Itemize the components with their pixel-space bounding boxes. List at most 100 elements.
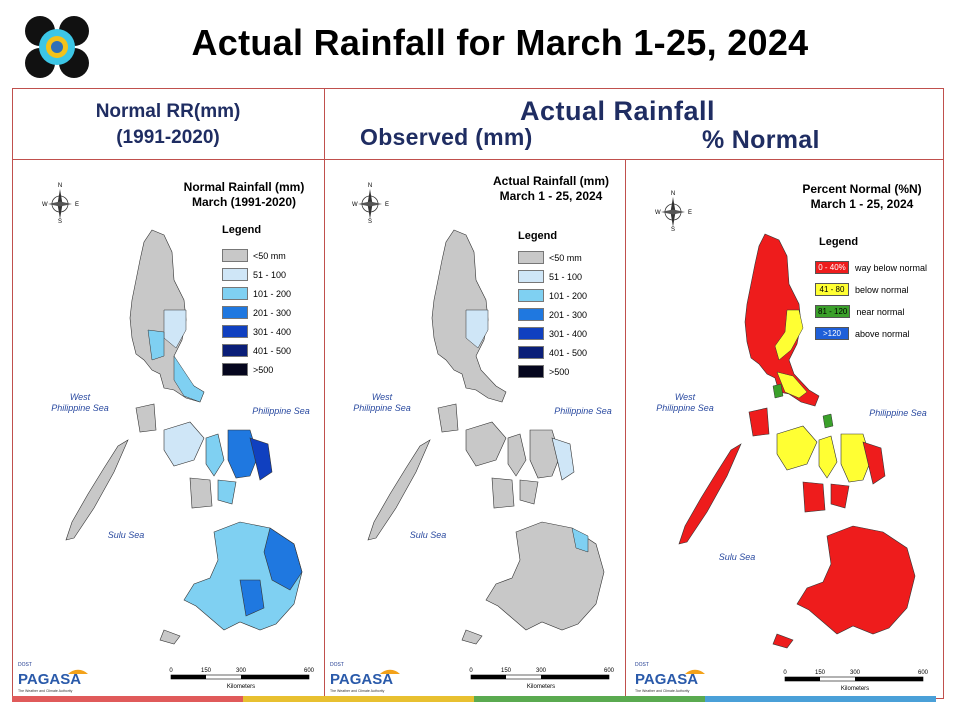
legend-swatch xyxy=(222,325,248,338)
legend-swatch: 41 - 80 xyxy=(815,283,849,296)
svg-text:600: 600 xyxy=(918,670,929,676)
svg-text:DOST: DOST xyxy=(18,662,32,668)
pagasa-logo: DOST PAGASA The Weather and Climate Auth… xyxy=(635,662,705,693)
legend-item: >500 xyxy=(222,362,273,377)
svg-text:S: S xyxy=(58,219,62,224)
svg-text:DOST: DOST xyxy=(330,662,344,668)
legend-swatch xyxy=(518,327,544,340)
svg-text:Kilometers: Kilometers xyxy=(841,686,869,692)
scale-bar: 0 150 300 600 Kilometers xyxy=(783,670,929,692)
sea-label-west: West Philippine Sea xyxy=(51,392,109,413)
svg-text:The Weather and Climate Author: The Weather and Climate Authority xyxy=(635,689,690,693)
actual-rainfall-map-panel: N S W E Actual Rainfall (mm) March 1 - 2… xyxy=(326,160,624,696)
legend-item: 101 - 200 xyxy=(518,288,587,303)
legend-item: 201 - 300 xyxy=(518,307,587,322)
legend-item: 401 - 500 xyxy=(222,343,291,358)
svg-text:E: E xyxy=(688,210,692,216)
svg-text:W: W xyxy=(42,202,48,208)
svg-text:E: E xyxy=(75,202,79,208)
svg-text:Kilometers: Kilometers xyxy=(527,684,555,690)
legend-label: 301 - 400 xyxy=(549,328,588,339)
legend-label: below normal xyxy=(855,284,909,295)
philippines-map xyxy=(65,229,303,645)
svg-text:E: E xyxy=(385,202,389,208)
legend-item: 301 - 400 xyxy=(518,326,587,341)
legend-item: <50 mm xyxy=(222,248,286,263)
sea-label-west: West Philippine Sea xyxy=(656,392,714,413)
percent-normal-map-panel: N S W E Percent Normal (%N) March 1 - 25… xyxy=(627,160,942,696)
legend-label: 101 - 200 xyxy=(253,288,292,299)
legend-swatch xyxy=(222,306,248,319)
pagasa-logo: DOST PAGASA The Weather and Climate Auth… xyxy=(18,662,88,693)
map-title-line1: Actual Rainfall (mm) xyxy=(492,174,609,188)
page-title: Actual Rainfall for March 1-25, 2024 xyxy=(191,22,809,63)
observed-header: Observed (mm) xyxy=(360,124,533,150)
svg-text:W: W xyxy=(352,202,358,208)
legend-item: 81 - 120 near normal xyxy=(815,304,904,319)
legend-label: near normal xyxy=(856,306,905,317)
footer-segment xyxy=(243,696,474,702)
normal-header: Normal RR(mm) (1991-2020) xyxy=(12,89,324,159)
svg-text:150: 150 xyxy=(201,668,212,674)
legend-item: <50 mm xyxy=(518,250,582,265)
normal-header-line2: (1991-2020) xyxy=(116,127,220,148)
svg-text:PAGASA: PAGASA xyxy=(330,671,393,688)
legend-label: way below normal xyxy=(855,262,928,273)
legend-label: above normal xyxy=(855,328,910,339)
sea-label-west: West Philippine Sea xyxy=(353,392,411,413)
map-title-line1: Normal Rainfall (mm) xyxy=(183,180,305,194)
sea-label-south: Sulu Sea xyxy=(409,530,447,540)
legend-item: 101 - 200 xyxy=(222,286,291,301)
footer-segment xyxy=(474,696,705,702)
svg-text:0: 0 xyxy=(469,668,473,674)
philippines-map xyxy=(678,233,916,649)
legend-label: 201 - 300 xyxy=(549,309,588,320)
legend-swatch xyxy=(222,344,248,357)
svg-text:N: N xyxy=(671,191,675,197)
legend-item: 301 - 400 xyxy=(222,324,291,339)
svg-text:PAGASA: PAGASA xyxy=(18,671,81,688)
svg-text:150: 150 xyxy=(815,670,826,676)
legend-label: 101 - 200 xyxy=(549,290,588,301)
normal-rainfall-map-panel: N S W E Normal Rainfall (mm) March (1991… xyxy=(14,160,323,696)
legend-swatch xyxy=(518,365,544,378)
legend-title: Legend xyxy=(819,236,859,248)
legend-label: >500 xyxy=(253,364,274,375)
svg-text:150: 150 xyxy=(501,668,512,674)
svg-text:600: 600 xyxy=(604,668,615,674)
legend-label: 401 - 500 xyxy=(549,347,588,358)
legend-title: Legend xyxy=(518,230,558,242)
svg-text:S: S xyxy=(671,227,675,232)
legend-swatch xyxy=(518,308,544,321)
svg-text:0: 0 xyxy=(169,668,173,674)
scale-bar: 0 150 300 600 Kilometers xyxy=(169,668,314,690)
scale-bar: 0 150 300 600 Kilometers xyxy=(469,668,615,690)
svg-text:W: W xyxy=(655,210,661,216)
svg-text:DOST: DOST xyxy=(635,662,649,668)
dost-logo xyxy=(25,16,89,78)
legend-item: 401 - 500 xyxy=(518,345,587,360)
compass-rose-icon: N S W E xyxy=(42,183,79,224)
footer-segment xyxy=(705,696,936,702)
legend-swatch xyxy=(518,346,544,359)
compass-rose-icon: N S W E xyxy=(352,183,389,224)
map-title-line2: March 1 - 25, 2024 xyxy=(810,197,914,211)
map-title-line2: March (1991-2020) xyxy=(191,195,297,209)
svg-text:The Weather and Climate Author: The Weather and Climate Authority xyxy=(18,689,73,693)
map-title-line2: March 1 - 25, 2024 xyxy=(499,189,603,203)
legend-title: Legend xyxy=(222,224,262,236)
sea-label-east: Philippine Sea xyxy=(554,406,612,416)
svg-text:N: N xyxy=(58,183,62,189)
legend-label: 51 - 100 xyxy=(549,271,583,282)
legend-label: <50 mm xyxy=(549,252,582,263)
legend-label: 301 - 400 xyxy=(253,326,292,337)
legend-swatch xyxy=(518,289,544,302)
percent-normal-header: % Normal xyxy=(702,126,820,154)
svg-text:300: 300 xyxy=(536,668,547,674)
legend-item: 51 - 100 xyxy=(518,269,582,284)
sea-label-south: Sulu Sea xyxy=(107,530,145,540)
legend-item: 0 - 40% way below normal xyxy=(815,260,927,275)
legend-swatch xyxy=(518,270,544,283)
svg-text:PAGASA: PAGASA xyxy=(635,671,698,688)
pagasa-logo: DOST PAGASA The Weather and Climate Auth… xyxy=(330,662,400,693)
